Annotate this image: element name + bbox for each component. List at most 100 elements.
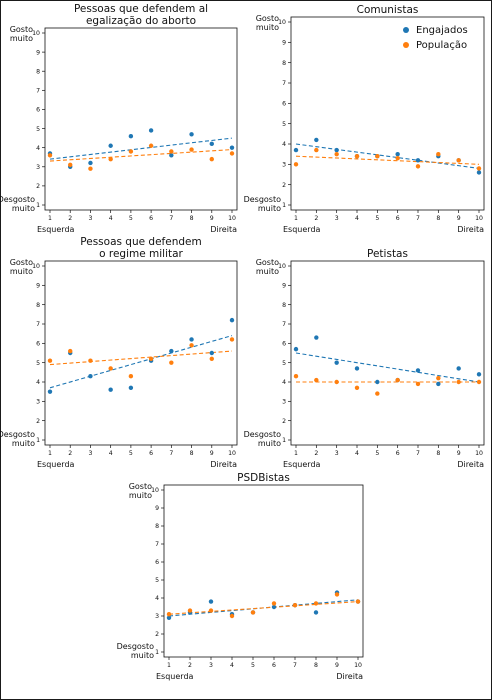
right-label: Direita [457,225,484,234]
x-tick-label: 10 [475,215,483,222]
x-tick-label: 5 [129,450,133,457]
y-tick-label: 9 [282,283,286,290]
data-point-engajados [208,599,214,604]
chart-title: Pessoas que defendem [80,236,201,248]
data-point-engajados [271,604,277,610]
y-tick-label: 2 [36,418,40,425]
y-tick-label: 10 [151,487,159,494]
legend-marker-populacao [403,42,409,48]
data-point-populacao [148,356,154,361]
y-tick-label: 9 [282,40,286,47]
data-point-populacao [166,612,172,617]
top-label: Gosto [10,25,33,34]
data-point-populacao [436,375,441,381]
y-tick-label: 4 [36,145,40,152]
data-point-populacao [88,166,93,171]
x-tick-label: 1 [294,215,298,222]
x-tick-label: 3 [88,215,92,222]
legend-label-engajados: Engajados [416,25,468,36]
data-point-engajados [334,360,339,365]
data-point-populacao [108,366,113,371]
data-point-populacao [229,151,235,156]
bottom-label: Desgosto [244,195,282,204]
x-tick-label: 5 [251,662,255,669]
plot-area [44,27,238,211]
bottom-label: muito [258,439,281,448]
data-point-populacao [293,162,299,167]
data-point-engajados [88,374,93,379]
data-point-populacao [148,143,154,148]
data-point-populacao [354,385,360,390]
x-tick-label: 2 [314,215,318,222]
y-tick-label: 10 [278,19,286,26]
data-point-engajados [476,372,482,377]
x-tick-label: 10 [228,215,236,222]
x-tick-label: 2 [68,215,72,222]
data-point-engajados [229,317,235,323]
bottom-label: muito [12,204,35,213]
y-tick-label: 5 [282,121,286,128]
y-tick-label: 2 [282,418,286,425]
data-point-engajados [88,160,93,166]
data-point-populacao [476,166,482,171]
trend-line-populacao [49,350,233,366]
data-point-populacao [395,156,400,161]
x-tick-label: 1 [48,450,52,457]
data-point-populacao [108,156,113,162]
x-tick-label: 1 [294,450,298,457]
data-point-populacao [334,379,339,385]
data-point-engajados [209,350,214,356]
y-tick-label: 4 [36,379,40,386]
left-label: Esquerda [37,460,75,469]
y-tick-label: 3 [155,613,159,620]
trend-line-populacao [295,155,480,165]
y-tick-label: 8 [282,302,286,309]
data-point-populacao [314,377,319,383]
data-point-engajados [436,381,441,387]
data-point-populacao [189,343,194,348]
data-point-populacao [293,374,299,379]
top-label: muito [129,491,152,500]
y-tick-label: 6 [36,107,40,114]
top-label: muito [10,34,33,43]
data-point-populacao [395,377,400,383]
data-point-populacao [128,374,134,379]
right-label: Direita [336,672,363,681]
x-tick-label: 9 [335,662,339,669]
data-point-populacao [68,348,73,354]
left-label: Esquerda [156,672,194,681]
x-tick-label: 7 [416,450,420,457]
bottom-label: muito [12,439,35,448]
y-tick-label: 10 [32,263,40,270]
x-tick-label: 4 [355,450,359,457]
x-tick-label: 6 [272,662,276,669]
data-point-populacao [476,379,482,385]
y-tick-label: 3 [282,399,286,406]
data-point-engajados [128,134,134,139]
data-point-populacao [169,149,174,154]
data-point-engajados [229,145,235,150]
x-tick-label: 7 [416,215,420,222]
y-tick-label: 2 [155,631,159,638]
bottom-label: Desgosto [0,195,35,204]
x-tick-label: 8 [190,215,194,222]
x-tick-label: 7 [293,662,297,669]
data-point-engajados [47,389,53,394]
x-tick-label: 10 [475,450,483,457]
data-point-populacao [313,601,319,606]
top-label: Gosto [129,482,152,491]
data-point-populacao [68,162,73,168]
x-tick-label: 10 [354,662,362,669]
data-point-populacao [456,379,461,385]
data-point-populacao [209,156,214,162]
x-tick-label: 1 [48,215,52,222]
x-tick-label: 2 [188,662,192,669]
y-tick-label: 6 [282,341,286,348]
y-tick-label: 10 [278,263,286,270]
y-tick-label: 1 [36,202,40,209]
y-tick-label: 7 [155,541,159,548]
top-label: Gosto [10,258,33,267]
y-tick-label: 4 [282,379,286,386]
